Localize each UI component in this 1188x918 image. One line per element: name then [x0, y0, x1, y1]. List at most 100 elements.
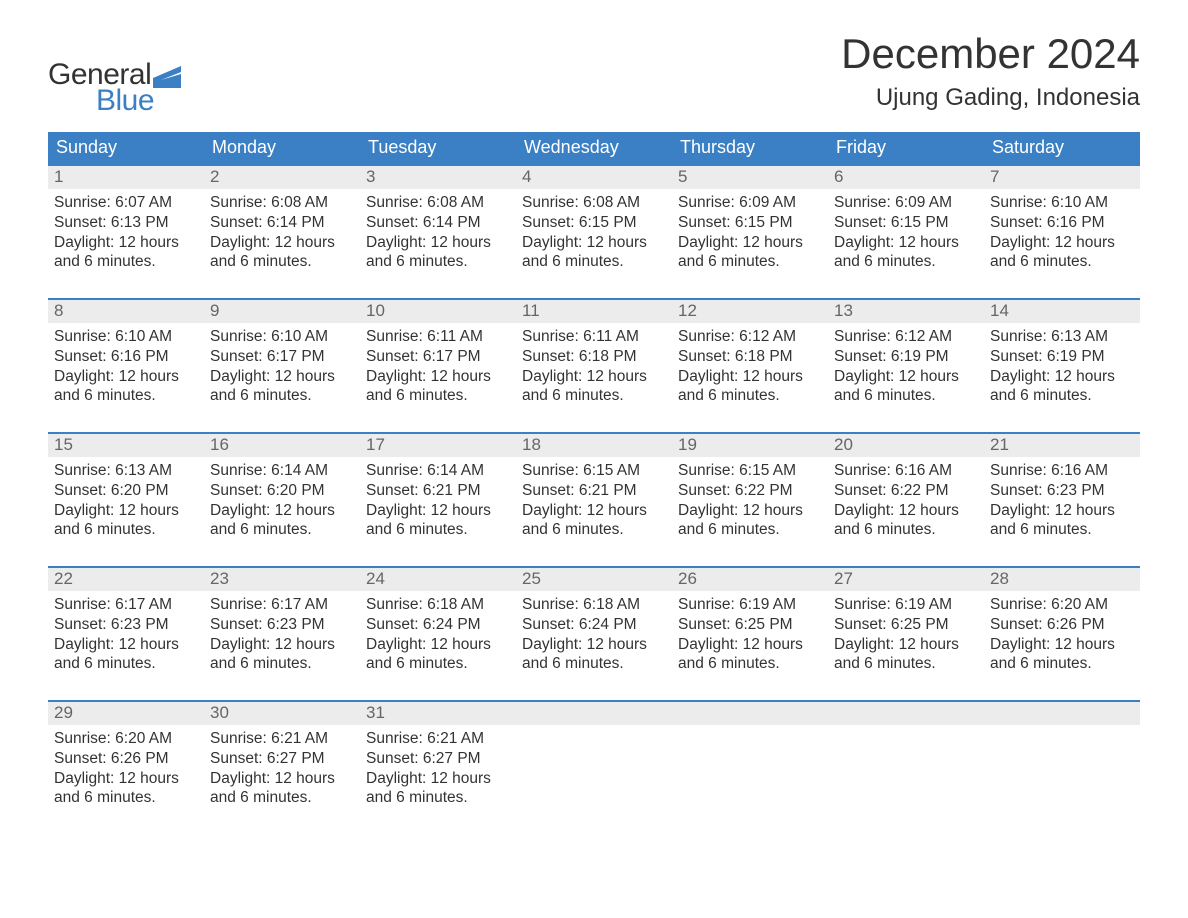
day-cell: 18Sunrise: 6:15 AMSunset: 6:21 PMDayligh… [516, 434, 672, 552]
daylight-line-2: and 6 minutes. [834, 386, 978, 406]
day-cell: 30Sunrise: 6:21 AMSunset: 6:27 PMDayligh… [204, 702, 360, 820]
sunset-line: Sunset: 6:27 PM [366, 749, 510, 769]
daylight-line-2: and 6 minutes. [990, 654, 1134, 674]
daylight-line-1: Daylight: 12 hours [678, 233, 822, 253]
sunrise-line: Sunrise: 6:08 AM [366, 193, 510, 213]
day-number-bar: 7 [984, 166, 1140, 189]
logo-text-blue: Blue [96, 84, 181, 118]
day-number: 25 [522, 569, 541, 588]
day-number-bar: 23 [204, 568, 360, 591]
sunrise-line: Sunrise: 6:13 AM [54, 461, 198, 481]
day-body: Sunrise: 6:13 AMSunset: 6:19 PMDaylight:… [984, 323, 1140, 410]
day-body: Sunrise: 6:09 AMSunset: 6:15 PMDaylight:… [672, 189, 828, 276]
week-row: 15Sunrise: 6:13 AMSunset: 6:20 PMDayligh… [48, 432, 1140, 552]
day-number-bar: 14 [984, 300, 1140, 323]
day-number-bar: 29 [48, 702, 204, 725]
day-number: 16 [210, 435, 229, 454]
day-number: 24 [366, 569, 385, 588]
sunrise-line: Sunrise: 6:13 AM [990, 327, 1134, 347]
day-number: 18 [522, 435, 541, 454]
day-number: 28 [990, 569, 1009, 588]
day-number: 13 [834, 301, 853, 320]
sunrise-line: Sunrise: 6:16 AM [834, 461, 978, 481]
day-number: 5 [678, 167, 687, 186]
sunrise-line: Sunrise: 6:18 AM [522, 595, 666, 615]
day-number: 10 [366, 301, 385, 320]
day-number: 31 [366, 703, 385, 722]
day-body: Sunrise: 6:17 AMSunset: 6:23 PMDaylight:… [48, 591, 204, 678]
daylight-line-1: Daylight: 12 hours [834, 501, 978, 521]
day-cell: 12Sunrise: 6:12 AMSunset: 6:18 PMDayligh… [672, 300, 828, 418]
calendar: SundayMondayTuesdayWednesdayThursdayFrid… [48, 132, 1140, 820]
day-number-bar: 15 [48, 434, 204, 457]
daylight-line-1: Daylight: 12 hours [522, 367, 666, 387]
day-body: Sunrise: 6:19 AMSunset: 6:25 PMDaylight:… [672, 591, 828, 678]
sunset-line: Sunset: 6:16 PM [54, 347, 198, 367]
day-number-bar: 31 [360, 702, 516, 725]
day-number-bar: 13 [828, 300, 984, 323]
day-cell: 22Sunrise: 6:17 AMSunset: 6:23 PMDayligh… [48, 568, 204, 686]
daylight-line-1: Daylight: 12 hours [54, 233, 198, 253]
day-number-bar: 30 [204, 702, 360, 725]
day-number: 3 [366, 167, 375, 186]
daylight-line-1: Daylight: 12 hours [678, 501, 822, 521]
daylight-line-2: and 6 minutes. [678, 520, 822, 540]
sunrise-line: Sunrise: 6:18 AM [366, 595, 510, 615]
sunset-line: Sunset: 6:15 PM [834, 213, 978, 233]
day-body: Sunrise: 6:12 AMSunset: 6:19 PMDaylight:… [828, 323, 984, 410]
daylight-line-1: Daylight: 12 hours [990, 501, 1134, 521]
location-text: Ujung Gading, Indonesia [841, 84, 1140, 112]
daylight-line-2: and 6 minutes. [366, 520, 510, 540]
daylight-line-1: Daylight: 12 hours [990, 233, 1134, 253]
day-cell: 14Sunrise: 6:13 AMSunset: 6:19 PMDayligh… [984, 300, 1140, 418]
day-cell: 15 Sunrise: 6:13 AMSunset: 6:20 PMDayligh… [48, 434, 204, 552]
day-number-bar: 20 [828, 434, 984, 457]
day-body: Sunrise: 6:12 AMSunset: 6:18 PMDaylight:… [672, 323, 828, 410]
day-cell: 6Sunrise: 6:09 AMSunset: 6:15 PMDaylight… [828, 166, 984, 284]
day-cell: 13 Sunrise: 6:12 AMSunset: 6:19 PMDayligh… [828, 300, 984, 418]
day-cell: 3 Sunrise: 6:08 AMSunset: 6:14 PMDaylight… [360, 166, 516, 284]
day-number-bar: 1 [48, 166, 204, 189]
daylight-line-1: Daylight: 12 hours [54, 501, 198, 521]
daylight-line-2: and 6 minutes. [678, 252, 822, 272]
sunrise-line: Sunrise: 6:09 AM [678, 193, 822, 213]
daylight-line-2: and 6 minutes. [522, 252, 666, 272]
day-cell: 17Sunrise: 6:14 AMSunset: 6:21 PMDayligh… [360, 434, 516, 552]
daylight-line-1: Daylight: 12 hours [990, 367, 1134, 387]
day-body: Sunrise: 6:16 AMSunset: 6:23 PMDaylight:… [984, 457, 1140, 544]
day-cell: 24Sunrise: 6:18 AMSunset: 6:24 PMDayligh… [360, 568, 516, 686]
daylight-line-1: Daylight: 12 hours [678, 635, 822, 655]
daylight-line-1: Daylight: 12 hours [834, 635, 978, 655]
day-number-bar: 6 [828, 166, 984, 189]
daylight-line-2: and 6 minutes. [990, 386, 1134, 406]
day-cell: 20 Sunrise: 6:16 AMSunset: 6:22 PMDayligh… [828, 434, 984, 552]
day-cell: 19Sunrise: 6:15 AMSunset: 6:22 PMDayligh… [672, 434, 828, 552]
day-body: Sunrise: 6:10 AMSunset: 6:16 PMDaylight:… [48, 323, 204, 410]
sunset-line: Sunset: 6:22 PM [834, 481, 978, 501]
day-body: Sunrise: 6:09 AMSunset: 6:15 PMDaylight:… [828, 189, 984, 276]
day-number-bar: 2 [204, 166, 360, 189]
day-body: Sunrise: 6:15 AMSunset: 6:22 PMDaylight:… [672, 457, 828, 544]
daylight-line-2: and 6 minutes. [990, 252, 1134, 272]
daylight-line-2: and 6 minutes. [54, 788, 198, 808]
day-number-bar: 18 [516, 434, 672, 457]
daylight-line-1: Daylight: 12 hours [210, 367, 354, 387]
day-cell: 0 [516, 702, 672, 820]
sunset-line: Sunset: 6:20 PM [54, 481, 198, 501]
daylight-line-1: Daylight: 12 hours [522, 501, 666, 521]
logo: General Blue [48, 58, 181, 118]
daylight-line-2: and 6 minutes. [210, 788, 354, 808]
day-header: Thursday [672, 132, 828, 164]
day-header: Monday [204, 132, 360, 164]
daylight-line-1: Daylight: 12 hours [54, 635, 198, 655]
week-row: 1Sunrise: 6:07 AMSunset: 6:13 PMDaylight… [48, 164, 1140, 284]
day-body: Sunrise: 6:08 AMSunset: 6:14 PMDaylight:… [360, 189, 516, 276]
day-cell: 0 [672, 702, 828, 820]
day-number: 8 [54, 301, 63, 320]
sunset-line: Sunset: 6:26 PM [54, 749, 198, 769]
sunset-line: Sunset: 6:13 PM [54, 213, 198, 233]
day-body [828, 725, 984, 733]
weeks-container: 1Sunrise: 6:07 AMSunset: 6:13 PMDaylight… [48, 164, 1140, 820]
sunrise-line: Sunrise: 6:14 AM [366, 461, 510, 481]
daylight-line-1: Daylight: 12 hours [54, 769, 198, 789]
